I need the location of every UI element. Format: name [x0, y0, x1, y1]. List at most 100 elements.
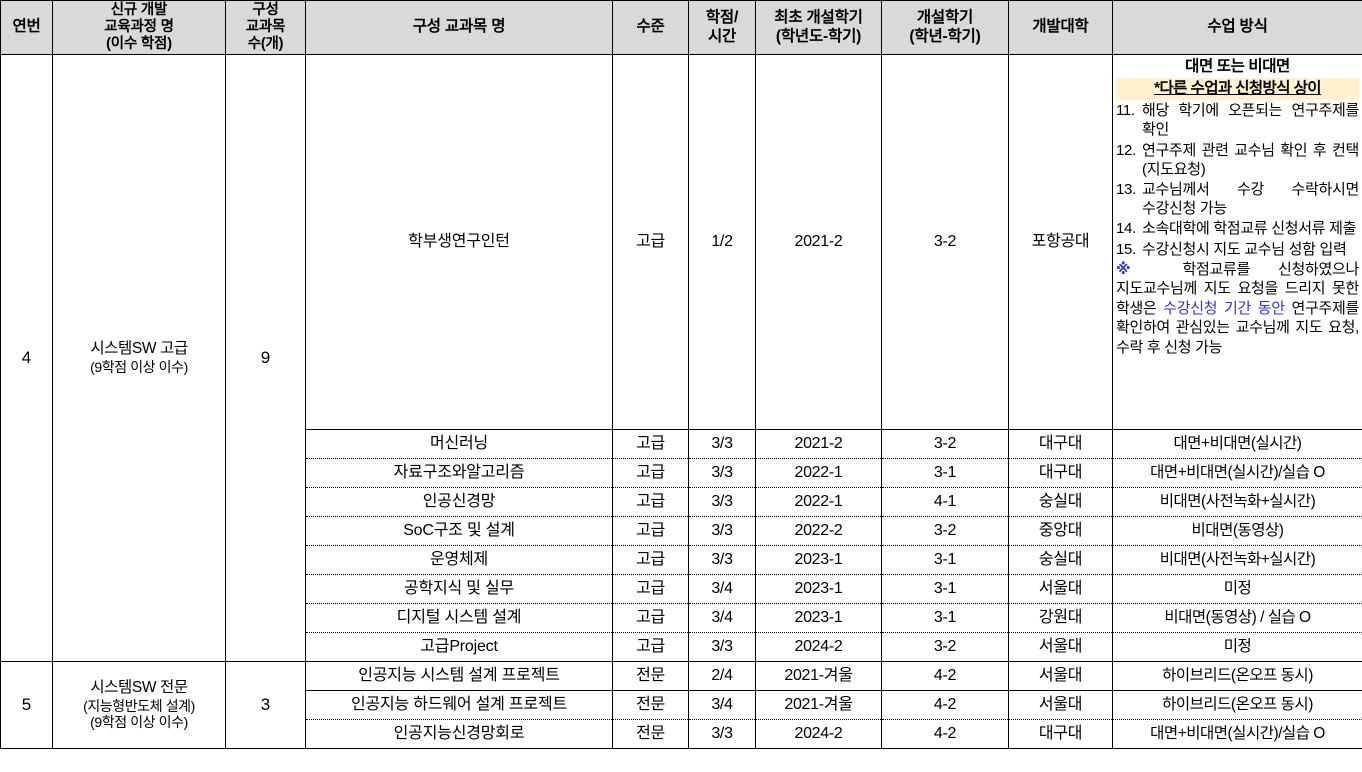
- program-required-credits: (9학점 이상 이수): [90, 714, 188, 731]
- cell-credit-hours: 1/2: [688, 54, 756, 430]
- enrollment-note: ※ 학점교류를 신청하였으나 지도교수님께 지도 요청을 드리지 못한 학생은 …: [1116, 260, 1359, 358]
- table-body: 4 시스템SW 고급 (9학점 이상 이수) 9 학부생연구인턴 고급 1/2 2021-2 3…: [0, 54, 1362, 749]
- cell-teaching-method: 대면+비대면(실시간)/실습 O: [1112, 719, 1362, 749]
- column-header-first-term-line1: 최초 개설학기: [774, 9, 863, 27]
- cell-course-name: 자료구조와알고리즘: [305, 458, 613, 488]
- cell-first-open-term: 2024-2: [755, 719, 882, 749]
- cell-first-open-term: 2021-겨울: [755, 661, 882, 691]
- cell-course-name: 학부생연구인턴: [305, 54, 613, 430]
- column-header-open-term-line2: (학년-학기): [909, 27, 981, 45]
- cell-program-name: 시스템SW 전문 (지능형반도체 설계) (9학점 이상 이수): [52, 661, 226, 749]
- cell-level: 고급: [612, 429, 689, 459]
- enrollment-step-number: 12.: [1116, 141, 1136, 159]
- cell-teaching-method: 미정: [1112, 574, 1362, 604]
- cell-course-name: 운영체제: [305, 545, 613, 575]
- cell-open-term: 4-2: [881, 661, 1009, 691]
- column-header-program-line2: 교육과정 명: [104, 18, 174, 35]
- cell-open-term: 4-2: [881, 719, 1009, 749]
- cell-open-term: 4-1: [881, 487, 1009, 517]
- cell-credit-hours: 3/3: [688, 632, 756, 662]
- cell-course-name: 인공지능 하드웨어 설계 프로젝트: [305, 690, 613, 720]
- table-row: 자료구조와알고리즘 고급 3/3 2022-1 3-1 대구대 대면+비대면(실시간)/실습…: [1, 458, 1362, 488]
- cell-first-open-term: 2022-2: [755, 516, 882, 546]
- cell-sequence-number: 5: [0, 661, 53, 749]
- cell-first-open-term: 2021-2: [755, 429, 882, 459]
- enrollment-step-item: 12. 연구주제 관련 교수님 확인 후 컨택(지도요청): [1116, 141, 1359, 179]
- enrollment-step-item: 11. 해당 학기에 오픈되는 연구주제를 확인: [1116, 101, 1359, 139]
- cell-open-term: 3-2: [881, 54, 1009, 430]
- note-text-part1: 학점교류를 신청하였으나 지도교수님께 지도 요청을 드리지 못한 학생은: [1116, 260, 1359, 317]
- table-row: 공학지식 및 실무 고급 3/4 2023-1 3-1 서울대 미정: [1, 574, 1362, 604]
- program-name-main: 시스템SW 전문: [90, 678, 188, 696]
- cell-development-university: 숭실대: [1008, 487, 1113, 517]
- cell-teaching-method: 하이브리드(온오프 동시): [1112, 661, 1362, 691]
- cell-teaching-method: 대면+비대면(실시간): [1112, 429, 1362, 459]
- cell-development-university: 서울대: [1008, 632, 1113, 662]
- cell-teaching-method: 비대면(동영상): [1112, 516, 1362, 546]
- cell-teaching-method: 비대면(사전녹화+실시간): [1112, 545, 1362, 575]
- column-header-open-term: 개설학기 (학년-학기): [881, 0, 1009, 55]
- enrollment-step-text: 수강신청시 지도 교수님 성함 입력: [1142, 240, 1347, 258]
- curriculum-table: 연번 신규 개발 교육과정 명 (이수 학점) 구성 교과목 수(개) 구성 교…: [0, 0, 1362, 749]
- cell-course-name: 고급Project: [305, 632, 613, 662]
- cell-level: 전문: [612, 690, 689, 720]
- cell-development-university: 대구대: [1008, 458, 1113, 488]
- program-required-credits: (9학점 이상 이수): [90, 358, 188, 375]
- table-row: 인공지능 하드웨어 설계 프로젝트 전문 3/4 2021-겨울 4-2 서울대 하이브리드…: [1, 690, 1362, 720]
- cell-teaching-method: 하이브리드(온오프 동시): [1112, 690, 1362, 720]
- cell-level: 전문: [612, 661, 689, 691]
- cell-first-open-term: 2022-1: [755, 487, 882, 517]
- cell-credit-hours: 2/4: [688, 661, 756, 691]
- cell-course-name: 인공지능 시스템 설계 프로젝트: [305, 661, 613, 691]
- cell-course-count: 3: [225, 661, 306, 749]
- cell-level: 전문: [612, 719, 689, 749]
- table-header: 연번 신규 개발 교육과정 명 (이수 학점) 구성 교과목 수(개) 구성 교…: [0, 0, 1362, 55]
- cell-first-open-term: 2021-겨울: [755, 690, 882, 720]
- enrollment-step-number: 13.: [1116, 181, 1136, 199]
- enrollment-step-item: 15. 수강신청시 지도 교수님 성함 입력: [1116, 240, 1359, 259]
- cell-credit-hours: 3/3: [688, 429, 756, 459]
- cell-open-term: 3-1: [881, 574, 1009, 604]
- cell-development-university: 서울대: [1008, 574, 1113, 604]
- column-header-credit: 학점/ 시간: [688, 0, 756, 55]
- cell-credit-hours: 3/3: [688, 516, 756, 546]
- cell-first-open-term: 2022-1: [755, 458, 882, 488]
- table-row: 4 시스템SW 고급 (9학점 이상 이수) 9 학부생연구인턴 고급 1/2 2021-2 3…: [0, 54, 1362, 662]
- enrollment-step-number: 15.: [1116, 240, 1136, 258]
- cell-course-count: 9: [225, 54, 306, 662]
- cell-level: 고급: [612, 545, 689, 575]
- column-header-level: 수준: [612, 0, 689, 55]
- cell-course-name: 인공지능신경망회로: [305, 719, 613, 749]
- column-header-course-count: 구성 교과목 수(개): [225, 0, 306, 55]
- cell-credit-hours: 3/3: [688, 487, 756, 517]
- cell-sequence-number: 4: [0, 54, 53, 662]
- column-header-program-line3: (이수 학점): [106, 36, 172, 53]
- column-header-teaching-method: 수업 방식: [1112, 0, 1362, 55]
- column-header-program: 신규 개발 교육과정 명 (이수 학점): [52, 0, 226, 55]
- enrollment-step-item: 13. 교수님께서 수강 수락하시면 수강신청 가능: [1116, 180, 1359, 218]
- cell-teaching-method: 미정: [1112, 632, 1362, 662]
- column-header-credit-line1: 학점/: [705, 9, 739, 27]
- cell-course-name: 인공신경망: [305, 487, 613, 517]
- cell-first-open-term: 2024-2: [755, 632, 882, 662]
- column-header-count-line3: 수(개): [247, 36, 284, 53]
- cell-teaching-method: 대면+비대면(실시간)/실습 O: [1112, 458, 1362, 488]
- cell-credit-hours: 3/4: [688, 603, 756, 633]
- cell-development-university: 강원대: [1008, 603, 1113, 633]
- column-header-count-line2: 교과목: [245, 18, 286, 35]
- cell-development-university: 숭실대: [1008, 545, 1113, 575]
- cell-credit-hours: 3/4: [688, 574, 756, 604]
- cell-teaching-method: 비대면(동영상) / 실습 O: [1112, 603, 1362, 633]
- cell-level: 고급: [612, 516, 689, 546]
- note-mark-icon: ※: [1116, 260, 1155, 278]
- note-text-part2: 연구주제를 확인하여 관심있는 교수님께 지도 요청, 수락 후 신청 가능: [1116, 299, 1359, 356]
- program-name-main: 시스템SW 고급: [90, 340, 188, 358]
- cell-credit-hours: 3/3: [688, 545, 756, 575]
- cell-course-name: 머신러닝: [305, 429, 613, 459]
- column-header-program-line1: 신규 개발: [110, 1, 168, 18]
- enrollment-steps-list: 11. 해당 학기에 오픈되는 연구주제를 확인 12. 연구주제 관련 교수님 확인…: [1116, 101, 1359, 259]
- cell-level: 고급: [612, 574, 689, 604]
- enrollment-step-text: 연구주제 관련 교수님 확인 후 컨택(지도요청): [1142, 141, 1359, 178]
- cell-open-term: 3-2: [881, 632, 1009, 662]
- cell-open-term: 3-2: [881, 516, 1009, 546]
